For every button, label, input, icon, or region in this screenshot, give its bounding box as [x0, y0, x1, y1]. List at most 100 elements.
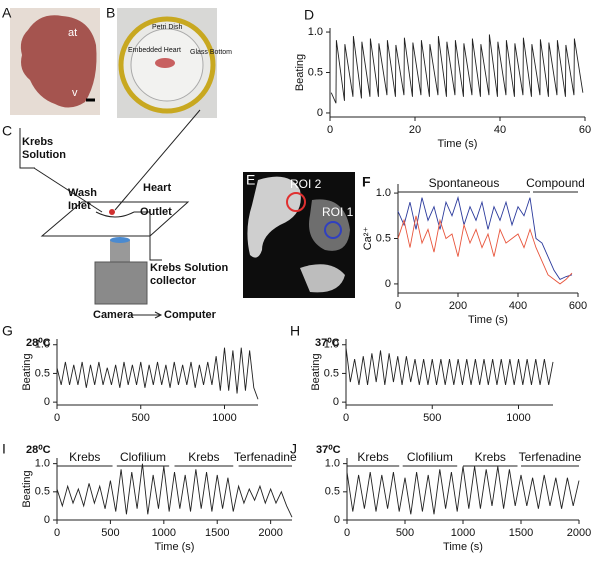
camera-body	[94, 261, 148, 305]
panel-letter: D	[304, 7, 314, 23]
roi-2	[286, 192, 306, 212]
x-tick-label: 40	[494, 124, 506, 136]
y-axis-label: Beating	[294, 54, 306, 91]
outlet-tube	[134, 211, 162, 261]
pointer-arrow	[114, 109, 201, 211]
heart-dot	[109, 209, 115, 215]
x-tick-label: 0	[344, 527, 350, 539]
panel-letter: H	[290, 323, 300, 339]
condition-label: Krebs	[69, 450, 100, 464]
y-tick-label: 0	[334, 514, 340, 526]
label-petri: Petri Dish	[152, 24, 182, 31]
condition-label: Compound	[526, 176, 585, 190]
diagram-text: Outlet	[140, 206, 172, 218]
lens	[110, 237, 130, 243]
x-tick-label: 1000	[506, 412, 530, 424]
condition-label: Krebs	[357, 450, 388, 464]
diagram-text: collector	[150, 275, 197, 287]
x-tick-label: 0	[343, 412, 349, 424]
x-axis-label: Time (s)	[438, 138, 478, 150]
y-tick-label: 0.5	[308, 66, 323, 78]
roi-1	[324, 221, 342, 239]
x-tick-label: 1500	[509, 527, 533, 539]
x-tick-label: 0	[54, 412, 60, 424]
x-axis-label: Time (s)	[468, 314, 508, 326]
tissue	[300, 264, 345, 293]
platform	[40, 201, 190, 237]
y-tick-label: 0.5	[324, 367, 339, 379]
x-tick-label: 500	[132, 412, 150, 424]
diagram-text: Computer	[164, 309, 217, 321]
embedded-heart	[155, 58, 175, 68]
label-heart: Embedded Heart	[128, 47, 181, 54]
diagram-text: Solution	[22, 149, 66, 161]
label-at: at	[68, 27, 77, 39]
y-tick-label: 1.0	[376, 187, 391, 199]
x-tick-label: 500	[101, 527, 119, 539]
y-tick-label: 1.0	[325, 458, 340, 470]
condition-label: Terfenadine	[234, 450, 297, 464]
x-tick-label: 1000	[451, 527, 475, 539]
diagram-text: Krebs	[22, 136, 53, 148]
x-axis-label: Time (s)	[443, 541, 483, 553]
x-tick-label: 0	[54, 527, 60, 539]
y-tick-label: 0	[44, 396, 50, 408]
x-tick-label: 2000	[258, 527, 282, 539]
y-tick-label: 1.0	[308, 26, 323, 38]
y-tick-label: 0	[44, 514, 50, 526]
y-tick-label: 0	[333, 396, 339, 408]
condition-label: Krebs	[475, 450, 506, 464]
trace	[397, 215, 573, 285]
condition-label: Clofilium	[120, 450, 166, 464]
panel-letter: I	[2, 441, 6, 457]
x-tick-label: 0	[327, 124, 333, 136]
roi-label: ROI 2	[290, 177, 322, 191]
label-v: v	[72, 87, 78, 99]
y-tick-label: 0	[385, 278, 391, 290]
y-tick-label: 0.5	[325, 486, 340, 498]
y-axis-label: Ca²⁺	[362, 227, 374, 251]
chart-title: 37⁰C	[315, 337, 340, 349]
panel-letter: G	[2, 323, 13, 339]
x-tick-label: 500	[423, 412, 441, 424]
x-tick-label: 600	[569, 300, 587, 312]
y-tick-label: 1.0	[35, 339, 50, 351]
y-tick-label: 0.5	[376, 232, 391, 244]
diagram-text: Krebs Solution	[150, 262, 229, 274]
trace	[330, 34, 584, 104]
condition-label: Spontaneous	[429, 176, 500, 190]
condition-label: Clofilium	[407, 450, 453, 464]
x-tick-label: 500	[396, 527, 414, 539]
panel-letter: J	[290, 441, 297, 457]
chart-title: 37⁰C	[316, 444, 341, 456]
trace	[345, 347, 554, 385]
label-glass: Glass Bottom	[190, 49, 232, 56]
trace	[56, 347, 259, 400]
heart-tissue	[20, 15, 97, 108]
y-axis-label: Beating	[21, 353, 33, 390]
diagram-text: Wash	[68, 187, 97, 199]
diagram-text: Heart	[143, 182, 171, 194]
chart-title: 28⁰C	[26, 444, 51, 456]
dish	[95, 211, 135, 218]
x-tick-label: 400	[509, 300, 527, 312]
y-tick-label: 0.5	[35, 367, 50, 379]
arrowhead	[154, 311, 163, 319]
y-tick-label: 0.5	[35, 486, 50, 498]
y-tick-label: 1.0	[324, 339, 339, 351]
x-axis-label: Time (s)	[155, 541, 195, 553]
x-tick-label: 200	[449, 300, 467, 312]
panel-letter: C	[2, 123, 12, 139]
x-tick-label: 1000	[152, 527, 176, 539]
reservoir	[19, 128, 35, 169]
diagram-text: Camera	[93, 309, 134, 321]
trace	[56, 463, 293, 518]
x-tick-label: 20	[409, 124, 421, 136]
x-tick-label: 1000	[212, 412, 236, 424]
y-axis-label: Beating	[310, 353, 322, 390]
panel-letter: F	[362, 174, 371, 190]
y-tick-label: 0	[317, 107, 323, 119]
y-tick-label: 1.0	[35, 458, 50, 470]
chart-title: 28⁰C	[26, 337, 51, 349]
